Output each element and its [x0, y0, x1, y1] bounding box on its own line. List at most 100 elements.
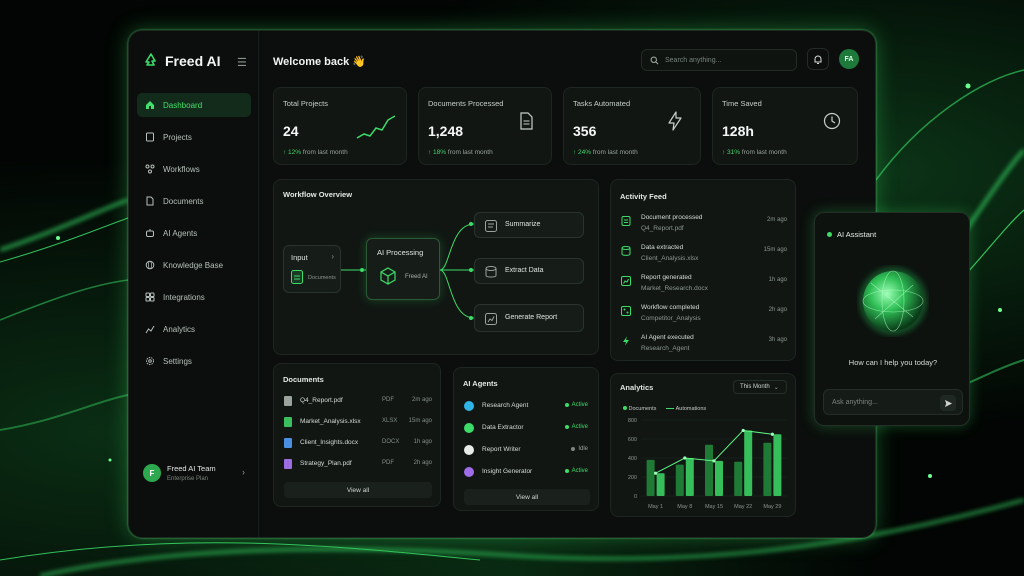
stat-label: Tasks Automated	[573, 99, 631, 108]
workflow-processing-node[interactable]: AI Processing Freed AI	[366, 238, 440, 300]
agent-name: Research Agent	[482, 402, 529, 409]
documents-card: Documents Q4_Report.pdf PDF 2m ago Marke…	[273, 363, 441, 507]
sidebar-item-workflows[interactable]: Workflows	[137, 157, 251, 181]
period-dropdown[interactable]: This Month ⌄	[733, 380, 787, 394]
chevron-right-icon: ›	[331, 252, 334, 261]
activity-title: Workflow completed	[641, 304, 700, 311]
stat-change: ↑ 18% from last month	[428, 149, 493, 156]
stat-card-documents-processed[interactable]: Documents Processed 1,248 ↑ 18% from las…	[418, 87, 552, 165]
stat-value: 356	[573, 123, 597, 139]
node-label: Summarize	[505, 221, 541, 228]
agent-row[interactable]: Data Extractor Active	[464, 423, 588, 437]
send-button[interactable]	[940, 395, 956, 411]
sidebar-item-label: Dashboard	[163, 100, 203, 110]
activity-time: 3h ago	[768, 337, 787, 343]
agent-row[interactable]: Report Writer Idle	[464, 445, 588, 459]
automations-point	[712, 459, 716, 463]
document-name: Strategy_Plan.pdf	[300, 460, 352, 467]
document-time: 15m ago	[408, 418, 432, 424]
stat-value: 24	[283, 123, 299, 139]
activity-title: Document processed	[641, 214, 703, 221]
sidebar-item-label: Analytics	[163, 324, 196, 334]
sidebar-item-ai-agents[interactable]: AI Agents	[137, 221, 251, 245]
stat-change: ↑ 24% from last month	[573, 149, 638, 156]
activity-item[interactable]: Report generated Market_Research.docx 1h…	[621, 274, 787, 302]
bar-documents	[763, 442, 772, 496]
activity-item[interactable]: Document processed Q4_Report.pdf 2m ago	[621, 214, 787, 242]
lightning-icon	[623, 336, 629, 346]
chevron-down-icon: ⌄	[773, 384, 779, 391]
document-row[interactable]: Market_Analysis.xlsx XLSX 15m ago	[284, 417, 432, 431]
document-row[interactable]: Strategy_Plan.pdf PDF 2h ago	[284, 459, 432, 473]
search-icon	[650, 56, 659, 64]
stat-card-time-saved[interactable]: Time Saved 128h ↑ 31% from last month	[712, 87, 858, 165]
lightning-icon	[668, 111, 682, 131]
document-type: XLSX	[382, 418, 398, 424]
agents-view-all-button[interactable]: View all	[464, 489, 590, 505]
pdf-file-icon	[284, 396, 292, 406]
bar-documents	[734, 461, 743, 496]
workflow-input-node[interactable]: Input › Documents	[283, 245, 341, 293]
stat-value: 1,248	[428, 123, 464, 139]
team-switcher[interactable]: F Freed AI Team Enterprise Plan ›	[137, 457, 251, 489]
brand-logo[interactable]: Freed AI	[143, 53, 221, 69]
document-row[interactable]: Q4_Report.pdf PDF 2m ago	[284, 396, 432, 410]
database-icon	[621, 246, 631, 256]
sidebar-item-settings[interactable]: Settings	[137, 349, 251, 373]
sidebar-item-label: Projects	[163, 132, 192, 142]
sidebar-item-analytics[interactable]: Analytics	[137, 317, 251, 341]
sidebar-item-integrations[interactable]: Integrations	[137, 285, 251, 309]
activity-title: AI Agent executed	[641, 334, 694, 341]
agent-name: Data Extractor	[482, 424, 524, 431]
documents-view-all-button[interactable]: View all	[284, 482, 432, 498]
activity-item[interactable]: AI Agent executed Research_Agent 3h ago	[621, 334, 787, 362]
page-title: Welcome back 👋	[273, 56, 366, 68]
assistant-title: AI Assistant	[837, 230, 877, 239]
activity-title: Data extracted	[641, 244, 684, 251]
automations-point	[770, 432, 774, 436]
card-title: Workflow Overview	[283, 190, 353, 199]
sidebar-item-documents[interactable]: Documents	[137, 189, 251, 213]
activity-item[interactable]: Data extracted Client_Analysis.xlsx 15m …	[621, 244, 787, 272]
document-name: Q4_Report.pdf	[300, 397, 343, 404]
agent-icon	[464, 445, 474, 455]
sidebar-item-projects[interactable]: Projects	[137, 125, 251, 149]
agent-icon	[464, 423, 474, 433]
chart-legend: Documents Automations	[623, 406, 706, 412]
workflow-icon	[145, 164, 155, 174]
automations-point	[741, 428, 745, 433]
stat-change: ↑ 31% from last month	[722, 149, 787, 156]
workflow-connectors	[341, 222, 475, 320]
agent-row[interactable]: Insight Generator Active	[464, 467, 588, 481]
automations-point	[683, 456, 687, 460]
analytics-icon	[145, 325, 155, 334]
user-avatar[interactable]: FA	[839, 49, 859, 69]
workflow-output-extract-data[interactable]: Extract Data	[474, 258, 584, 284]
team-avatar: F	[143, 464, 161, 482]
stat-card-tasks-automated[interactable]: Tasks Automated 356 ↑ 24% from last mont…	[563, 87, 701, 165]
document-time: 2h ago	[413, 460, 432, 466]
search-input[interactable]: Search anything...	[641, 49, 797, 71]
brand-name: Freed AI	[165, 53, 221, 69]
robot-icon	[146, 229, 154, 237]
activity-item[interactable]: Workflow completed Competitor_Analysis 2…	[621, 304, 787, 332]
x-tick-label: May 29	[763, 504, 781, 510]
menu-toggle-icon[interactable]: ☰	[237, 57, 247, 69]
document-name: Market_Analysis.xlsx	[300, 418, 361, 425]
document-row[interactable]: Client_Insights.docx DOCX 1h ago	[284, 438, 432, 452]
workflow-output-summarize[interactable]: Summarize	[474, 212, 584, 238]
x-tick-label: May 15	[705, 504, 723, 510]
assistant-input[interactable]: Ask anything...	[823, 389, 963, 415]
agent-name: Insight Generator	[482, 468, 533, 475]
workflow-output-generate-report[interactable]: Generate Report	[474, 304, 584, 332]
agent-row[interactable]: Research Agent Active	[464, 401, 588, 415]
document-icon	[520, 112, 533, 130]
notifications-button[interactable]	[807, 48, 829, 70]
sidebar-item-dashboard[interactable]: Dashboard	[137, 93, 251, 117]
sidebar-item-knowledge-base[interactable]: Knowledge Base	[137, 253, 251, 277]
stat-card-total-projects[interactable]: Total Projects 24 ↑ 12% from last month	[273, 87, 407, 165]
sidebar-item-label: Settings	[163, 356, 192, 366]
document-icon	[146, 196, 154, 206]
y-tick-label: 800	[628, 418, 637, 424]
summarize-icon	[485, 220, 497, 232]
